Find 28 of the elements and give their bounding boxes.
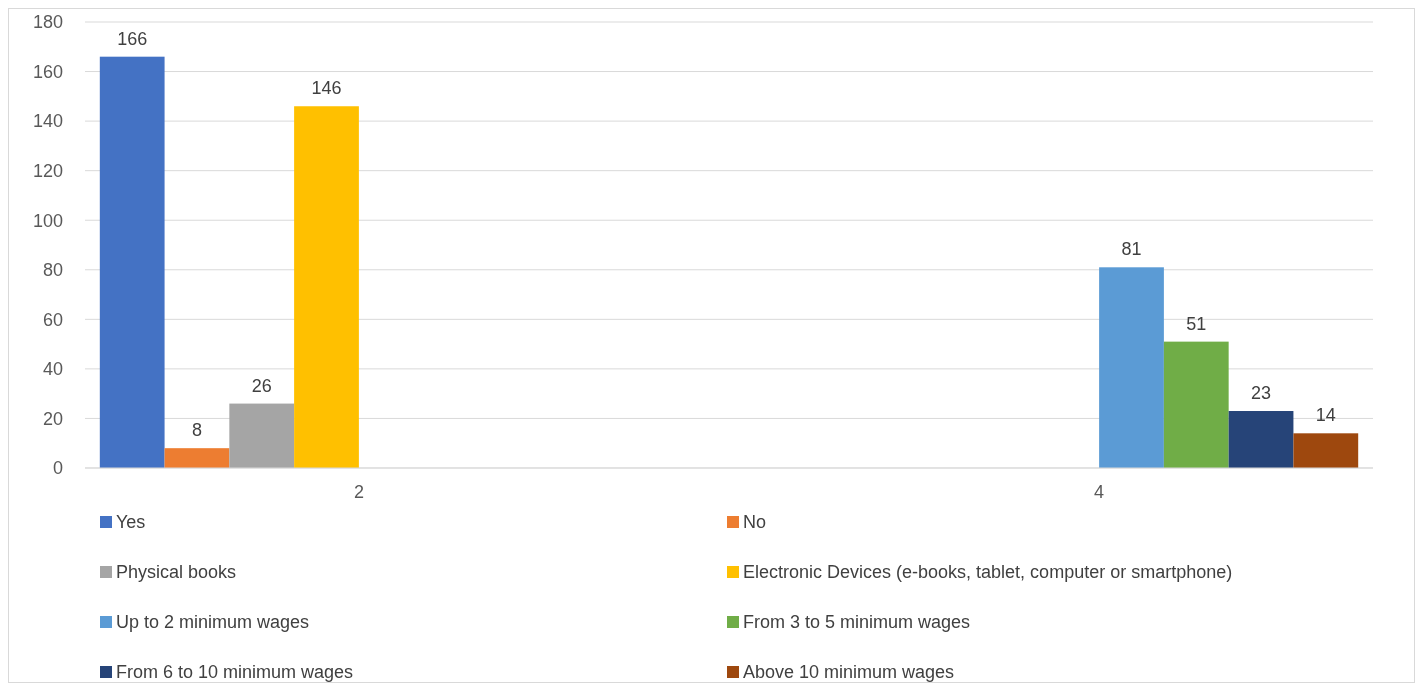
data-label: 8 [191, 420, 202, 441]
legend-label: From 6 to 10 minimum wages [116, 662, 354, 683]
y-tick-label: 60 [42, 309, 63, 330]
y-tick-label: 160 [32, 61, 63, 82]
y-tick-label: 20 [42, 408, 63, 429]
data-label: 14 [1315, 405, 1336, 426]
x-tick-label: 2 [353, 482, 364, 502]
legend-label: Physical books [116, 562, 237, 583]
data-label: 146 [311, 78, 342, 99]
y-tick-label: 120 [32, 160, 63, 181]
y-tick-label: 80 [42, 260, 63, 281]
y-tick-label: 100 [32, 210, 63, 231]
legend-label: From 3 to 5 minimum wages [743, 612, 971, 633]
legend-label: Above 10 minimum wages [743, 662, 955, 683]
legend-label: Up to 2 minimum wages [116, 612, 310, 633]
data-label: 26 [251, 375, 272, 396]
legend-label: Electronic Devices (e-books, tablet, computer or smartphone) [743, 562, 1233, 583]
legend-label: No [743, 512, 767, 533]
data-label: 81 [1121, 239, 1142, 260]
data-label: 23 [1251, 383, 1272, 404]
legend-label: Yes [116, 512, 146, 533]
y-tick-label: 0 [52, 458, 63, 479]
y-tick-label: 180 [32, 12, 63, 33]
data-label: 51 [1186, 313, 1207, 334]
data-label: 166 [117, 28, 148, 49]
y-tick-label: 140 [32, 111, 63, 132]
x-tick-label: 4 [1094, 482, 1105, 502]
y-tick-label: 40 [42, 359, 63, 380]
